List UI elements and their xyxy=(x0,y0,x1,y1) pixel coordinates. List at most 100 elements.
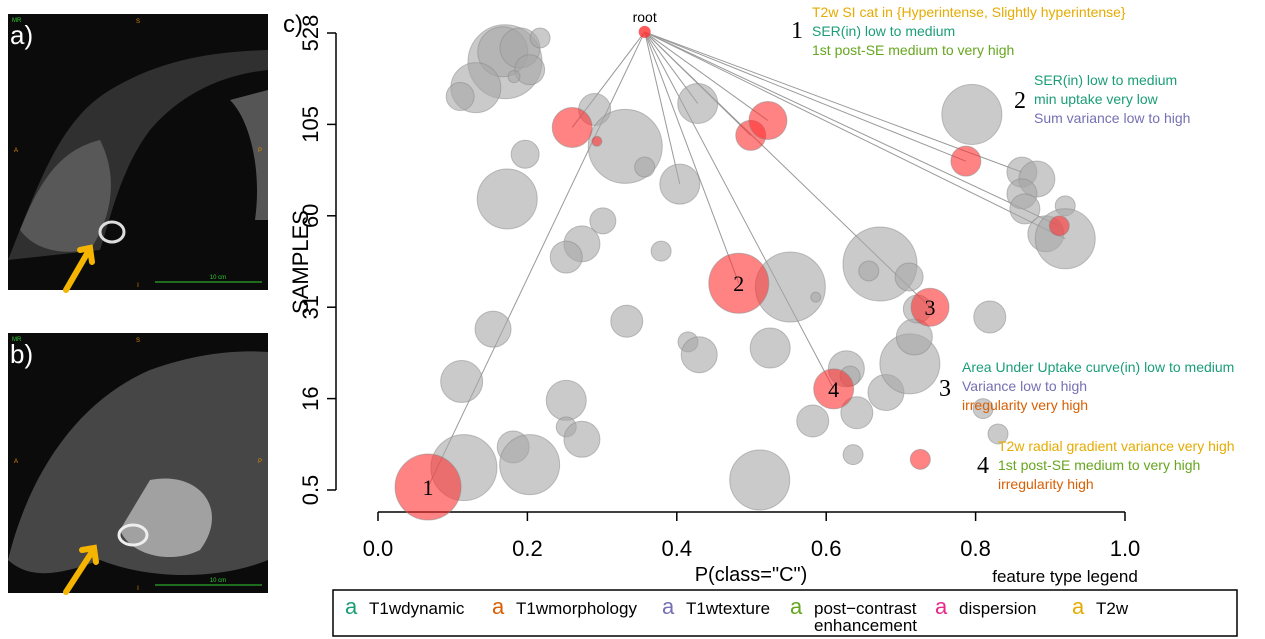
legend-glyph: a xyxy=(790,594,803,619)
bubble xyxy=(634,156,656,178)
bubble xyxy=(729,449,791,511)
mri-image-b xyxy=(8,333,268,595)
rule-line: Sum variance low to high xyxy=(1034,110,1190,126)
rule-line: SER(in) low to medium xyxy=(1034,72,1177,88)
image-label: MR xyxy=(12,18,22,24)
bubble xyxy=(591,135,603,147)
bubble xyxy=(650,240,672,262)
x-tick-label: 0.0 xyxy=(363,536,394,561)
bubble-label: 2 xyxy=(733,271,744,296)
bubble-label: 1 xyxy=(423,475,434,500)
bubble xyxy=(510,139,540,169)
image-label: S xyxy=(136,338,140,344)
bubble xyxy=(796,404,830,438)
panel-label: c) xyxy=(283,11,303,38)
bubble xyxy=(474,310,512,348)
root-node xyxy=(638,25,651,38)
root-label: root xyxy=(633,9,657,25)
rule-line: irregularity high xyxy=(998,476,1094,492)
bubble xyxy=(749,327,791,369)
arrow xyxy=(63,244,95,293)
legend-label: post−contrast enhancement xyxy=(814,599,921,635)
bubble xyxy=(680,336,718,374)
bubble-label: 3 xyxy=(925,295,936,320)
rule-line: Area Under Uptake curve(in) low to mediu… xyxy=(962,359,1234,375)
rule-line: irregularity very high xyxy=(962,397,1088,413)
x-axis-label: P(class="C") xyxy=(695,564,808,586)
bubble xyxy=(610,304,644,338)
bubble xyxy=(894,262,924,292)
tree-edge xyxy=(644,31,740,284)
bubble xyxy=(748,101,788,141)
rule-line: Variance low to high xyxy=(962,378,1087,394)
legend-glyph: a xyxy=(935,594,948,619)
legend-label: T2w xyxy=(1096,599,1129,618)
legend-glyph: a xyxy=(492,594,505,619)
bubble xyxy=(973,300,1007,334)
rule-number: 3 xyxy=(939,376,951,402)
legend-label-line: post−contrast xyxy=(814,599,921,618)
bubble xyxy=(514,54,546,86)
legend-label: T1wmorphology xyxy=(516,599,637,618)
y-tick-label: 31 xyxy=(298,295,323,319)
lesion xyxy=(98,220,126,244)
bubble xyxy=(840,396,874,430)
bubble xyxy=(950,145,982,177)
rule-line: 1st post-SE medium to very high xyxy=(812,42,1014,58)
bubble xyxy=(551,106,593,148)
legend-label: T1wdynamic xyxy=(369,599,465,618)
tissue xyxy=(230,90,268,220)
tissue xyxy=(120,478,212,558)
legend-title: feature type legend xyxy=(992,567,1138,586)
image-label: MR xyxy=(12,337,22,343)
bubble xyxy=(659,163,701,205)
bubble xyxy=(813,368,855,410)
bubble xyxy=(499,434,561,496)
legend-label-line: enhancement xyxy=(814,616,917,635)
tree-edge xyxy=(644,31,1066,240)
bubble xyxy=(1048,215,1070,237)
mri-image-a xyxy=(8,14,268,293)
rule-line: SER(in) low to medium xyxy=(812,23,955,39)
legend-glyph: a xyxy=(662,594,675,619)
tissue xyxy=(20,140,111,252)
bubble xyxy=(842,444,864,466)
arrow xyxy=(63,544,99,595)
image-label: 10 cm xyxy=(210,578,226,584)
bubble xyxy=(507,70,521,84)
x-tick-label: 0.2 xyxy=(512,536,543,561)
bubble xyxy=(440,360,484,404)
bubble xyxy=(529,27,551,49)
y-tick-label: 528 xyxy=(298,15,323,52)
image-label: A xyxy=(14,148,18,154)
bubble xyxy=(476,168,538,230)
y-tick-label: 16 xyxy=(298,386,323,410)
panel-label: b) xyxy=(10,339,33,369)
tree-edge xyxy=(644,31,769,121)
bubble xyxy=(1009,193,1041,225)
bubble xyxy=(563,420,601,458)
bubble xyxy=(677,82,719,124)
image-label: A xyxy=(14,459,18,465)
image-label: S xyxy=(136,19,140,25)
lesion xyxy=(117,523,149,547)
tree-edge xyxy=(644,31,1060,227)
y-axis-label: SAMPLES xyxy=(288,210,313,314)
tree-edge xyxy=(644,31,967,162)
image-label: P xyxy=(258,148,262,154)
x-tick-label: 0.8 xyxy=(960,536,991,561)
x-tick-label: 0.4 xyxy=(662,536,693,561)
tree-edge xyxy=(644,31,681,185)
tree-edge xyxy=(644,31,835,390)
y-tick-label: 0.5 xyxy=(298,475,323,506)
rule-number: 1 xyxy=(791,18,803,44)
image-label: I xyxy=(137,283,139,289)
bubble xyxy=(987,423,1009,445)
bubble xyxy=(445,82,475,112)
image-label: I xyxy=(137,586,139,592)
rule-number: 2 xyxy=(1014,88,1026,114)
bubble-label: 4 xyxy=(828,377,839,402)
legend-glyph: a xyxy=(345,594,358,619)
bubble xyxy=(910,287,950,327)
